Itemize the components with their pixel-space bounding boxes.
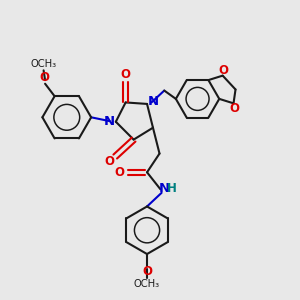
Text: O: O xyxy=(40,71,50,84)
Text: O: O xyxy=(230,102,239,115)
Text: OCH₃: OCH₃ xyxy=(134,279,160,289)
Text: N: N xyxy=(147,95,158,108)
Text: N: N xyxy=(158,182,169,194)
Text: O: O xyxy=(114,166,124,179)
Text: N: N xyxy=(104,115,115,128)
Text: OCH₃: OCH₃ xyxy=(31,59,57,69)
Text: O: O xyxy=(105,155,115,168)
Text: O: O xyxy=(121,68,130,81)
Text: H: H xyxy=(167,182,177,194)
Text: O: O xyxy=(142,265,152,278)
Text: O: O xyxy=(219,64,229,77)
